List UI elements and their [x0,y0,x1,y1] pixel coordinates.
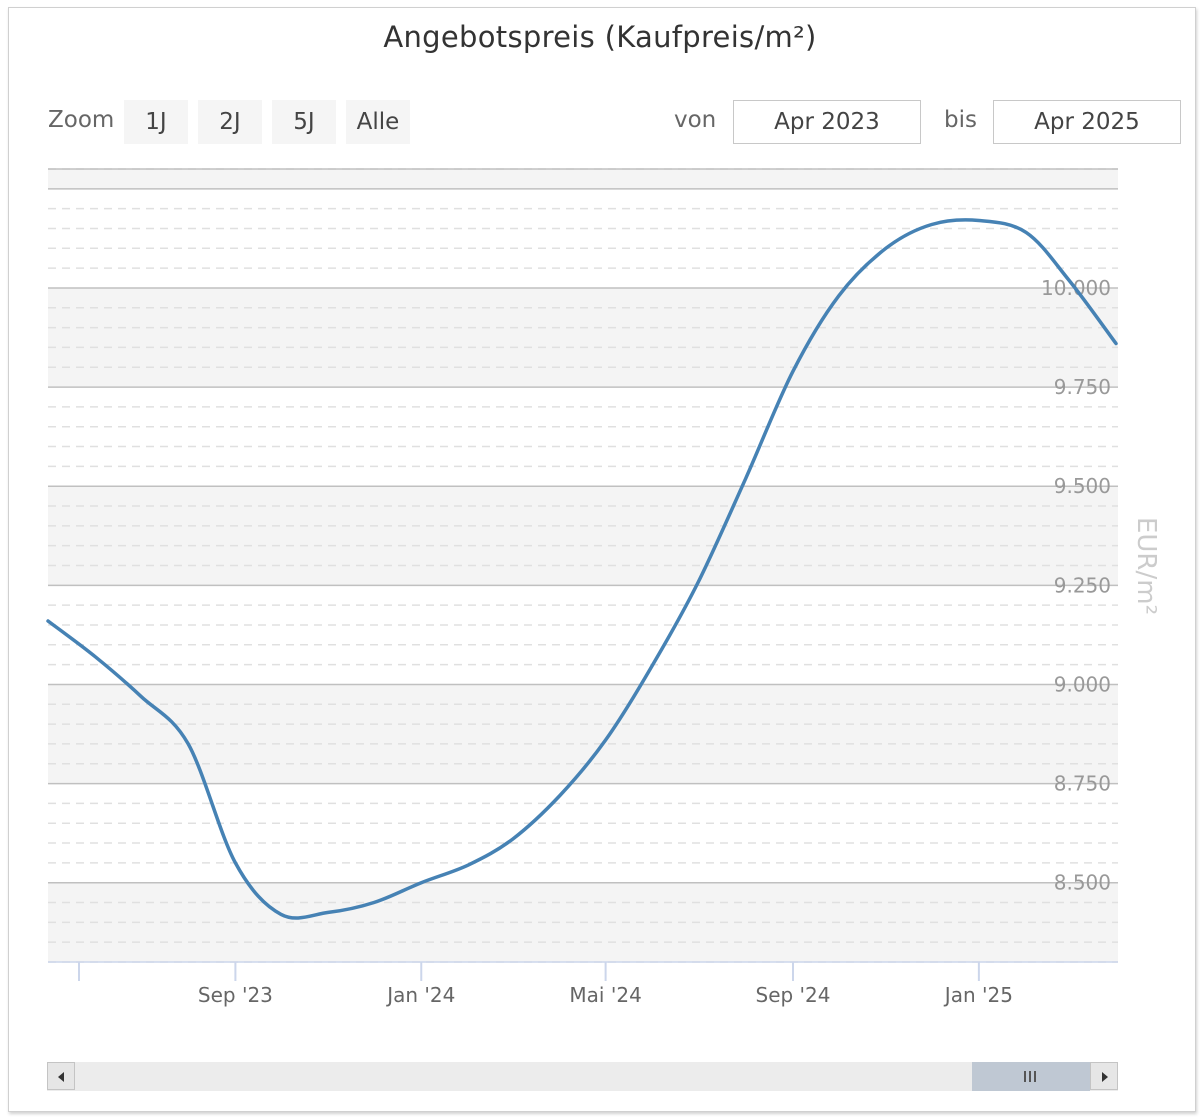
data-point [696,578,702,584]
range-to-label: bis [944,107,977,133]
data-point [603,737,609,743]
plot-band [48,169,1118,189]
data-point [743,475,749,481]
data-point [45,618,51,624]
x-tick-label: Sep '24 [756,983,831,1007]
series-line [46,218,1118,920]
scroll-right-icon [1102,1072,1108,1082]
zoom-label: Zoom [48,107,115,133]
scroll-left-icon [58,1072,64,1082]
x-tick-label: Sep '23 [198,983,273,1007]
data-point [138,693,144,699]
navigator-scrollbar-track[interactable] [47,1062,1118,1091]
zoom-alle-button[interactable]: Alle [346,100,410,144]
data-point [465,862,471,868]
zoom-5j-button[interactable]: 5J [272,100,336,144]
scroll-right-button[interactable] [1090,1062,1118,1090]
range-from-input[interactable]: Apr 2023 [733,100,921,144]
range-from-label: von [674,107,717,133]
y-tick-label: 8.750 [1054,772,1111,796]
data-point [92,654,98,660]
data-point [371,900,377,906]
data-point [1023,229,1029,235]
y-tick-label: 9.750 [1054,375,1111,399]
y-axis-title: EUR/m² [1131,517,1161,615]
x-tick-label: Mai '24 [569,983,641,1007]
data-point [418,880,424,886]
data-point [325,909,331,915]
x-tick-label: Jan '24 [385,983,455,1007]
data-point [1066,277,1072,283]
y-tick-label: 9.250 [1054,573,1111,597]
chart-title: Angebotspreis (Kaufpreis/m²) [383,20,817,54]
data-point [790,368,796,374]
x-tick-label: Jan '25 [943,983,1013,1007]
zoom-1j-button[interactable]: 1J [124,100,188,144]
data-point [836,293,842,299]
y-tick-label: 9.000 [1054,672,1111,696]
data-point [883,245,889,251]
plot-band [48,287,1118,388]
data-point [185,741,191,747]
grip-lines-icon [1024,1071,1038,1082]
data-point [510,836,516,842]
data-point [929,222,935,228]
data-point [976,218,982,224]
scroll-left-button[interactable] [47,1062,75,1090]
range-to-input[interactable]: Apr 2025 [993,100,1181,144]
y-tick-label: 9.500 [1054,474,1111,498]
plot-band [48,486,1118,586]
data-point [557,792,563,798]
data-point [1113,340,1119,346]
y-tick-label: 8.500 [1054,871,1111,895]
navigator-scrollbar-thumb[interactable] [972,1062,1090,1091]
zoom-2j-button[interactable]: 2J [198,100,262,144]
data-point [232,860,238,866]
data-point [278,911,284,917]
data-point [650,662,656,668]
